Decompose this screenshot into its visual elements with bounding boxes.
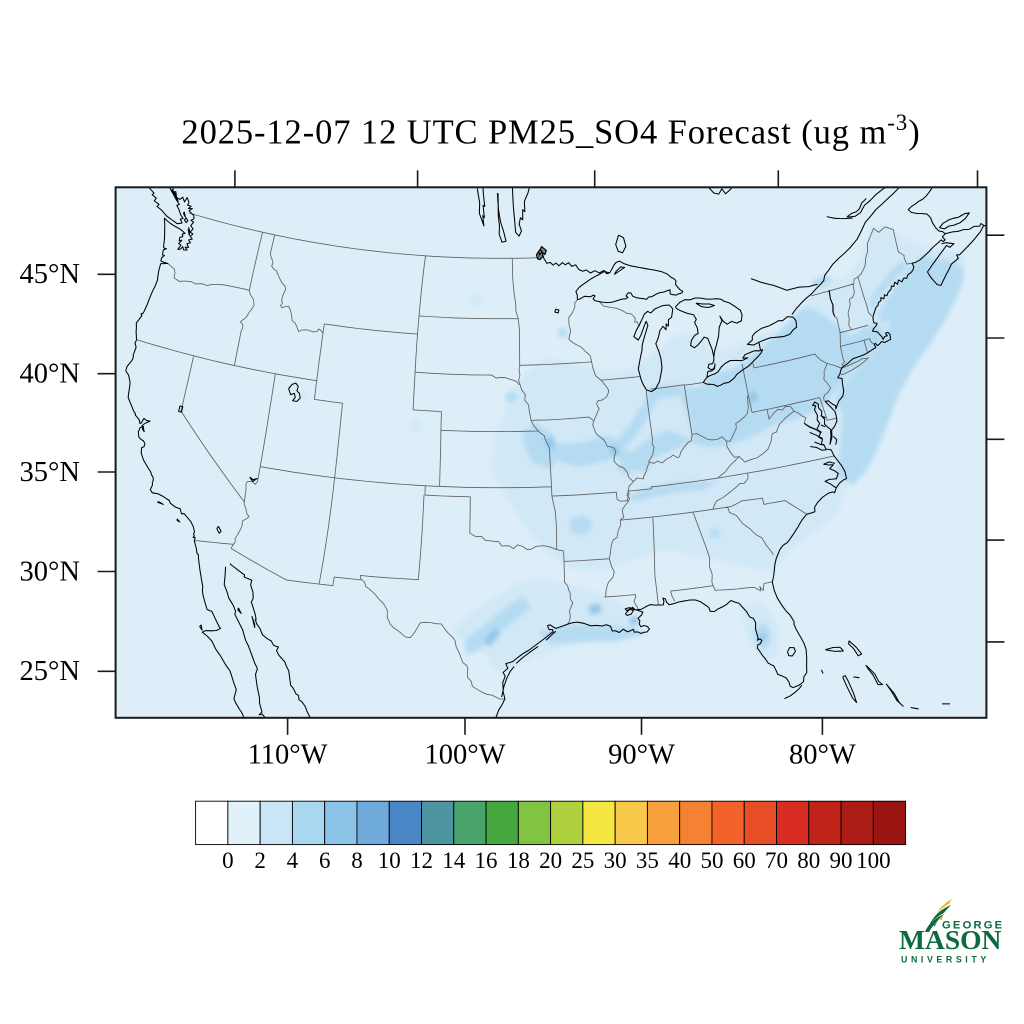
svg-text:80°W: 80°W	[789, 740, 856, 771]
svg-text:4: 4	[287, 848, 299, 873]
svg-text:70: 70	[765, 848, 788, 873]
svg-text:90°W: 90°W	[608, 740, 675, 771]
svg-text:14: 14	[442, 848, 466, 873]
svg-text:MASON: MASON	[899, 924, 1002, 955]
svg-text:110°W: 110°W	[248, 740, 328, 771]
svg-text:30°N: 30°N	[20, 556, 80, 587]
svg-text:90: 90	[830, 848, 853, 873]
svg-text:50: 50	[700, 848, 723, 873]
svg-text:100°W: 100°W	[424, 740, 505, 771]
svg-text:40°N: 40°N	[20, 359, 80, 390]
svg-text:GEORGE: GEORGE	[942, 920, 1004, 932]
svg-text:UNIVERSITY: UNIVERSITY	[901, 955, 990, 965]
svg-text:2025-12-07 12 UTC PM25_SO4 For: 2025-12-07 12 UTC PM25_SO4 Forecast (ug …	[181, 110, 920, 152]
svg-text:40: 40	[668, 848, 691, 873]
svg-text:12: 12	[410, 848, 433, 873]
svg-text:100: 100	[856, 848, 891, 873]
svg-text:8: 8	[351, 848, 363, 873]
svg-text:6: 6	[319, 848, 331, 873]
svg-text:16: 16	[475, 848, 498, 873]
svg-text:35°N: 35°N	[20, 457, 80, 488]
svg-text:45°N: 45°N	[20, 259, 80, 290]
svg-text:60: 60	[733, 848, 756, 873]
svg-text:25: 25	[571, 848, 594, 873]
svg-text:30: 30	[604, 848, 627, 873]
svg-text:80: 80	[797, 848, 820, 873]
svg-text:20: 20	[539, 848, 562, 873]
svg-text:0: 0	[222, 848, 234, 873]
svg-text:18: 18	[507, 848, 530, 873]
svg-text:2: 2	[254, 848, 266, 873]
svg-text:10: 10	[378, 848, 401, 873]
svg-text:25°N: 25°N	[20, 656, 80, 687]
svg-text:35: 35	[636, 848, 659, 873]
